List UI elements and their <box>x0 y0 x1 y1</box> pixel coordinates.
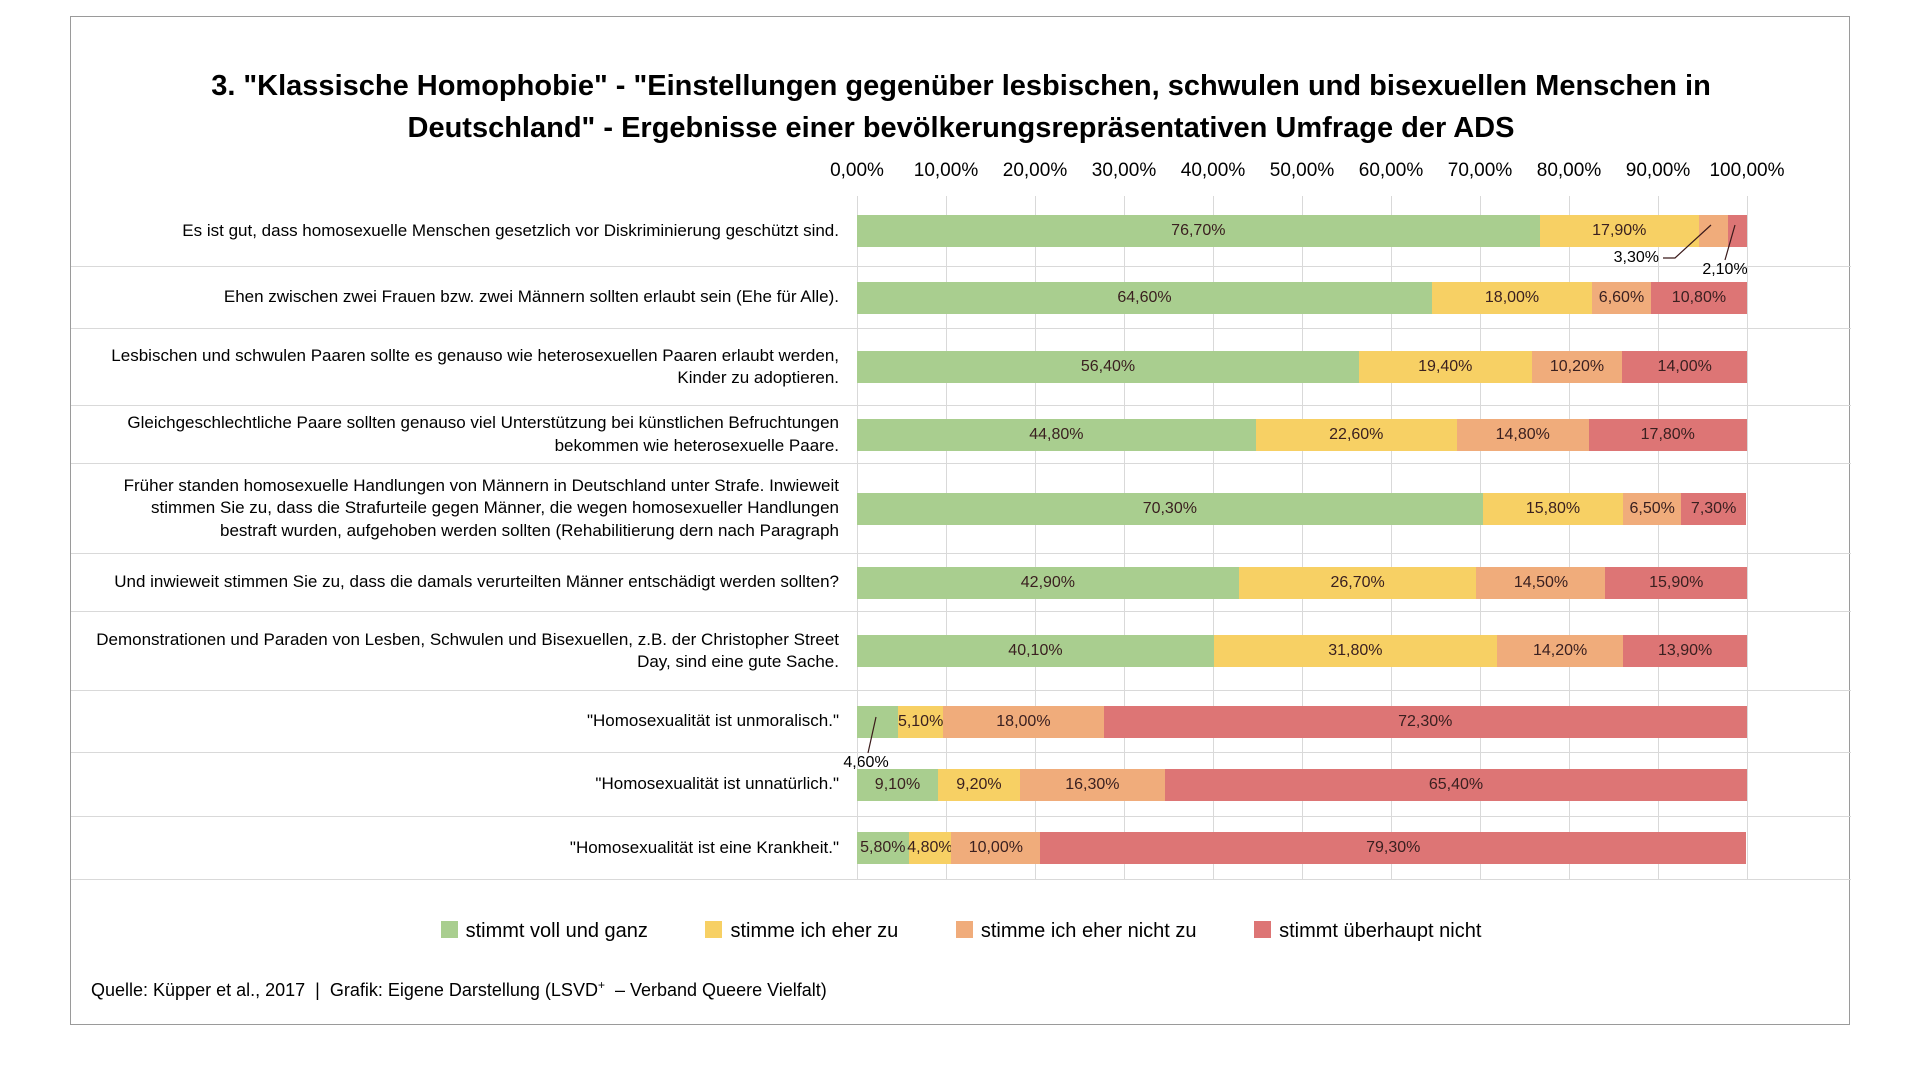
svg-text:3,30%: 3,30% <box>1614 249 1659 266</box>
